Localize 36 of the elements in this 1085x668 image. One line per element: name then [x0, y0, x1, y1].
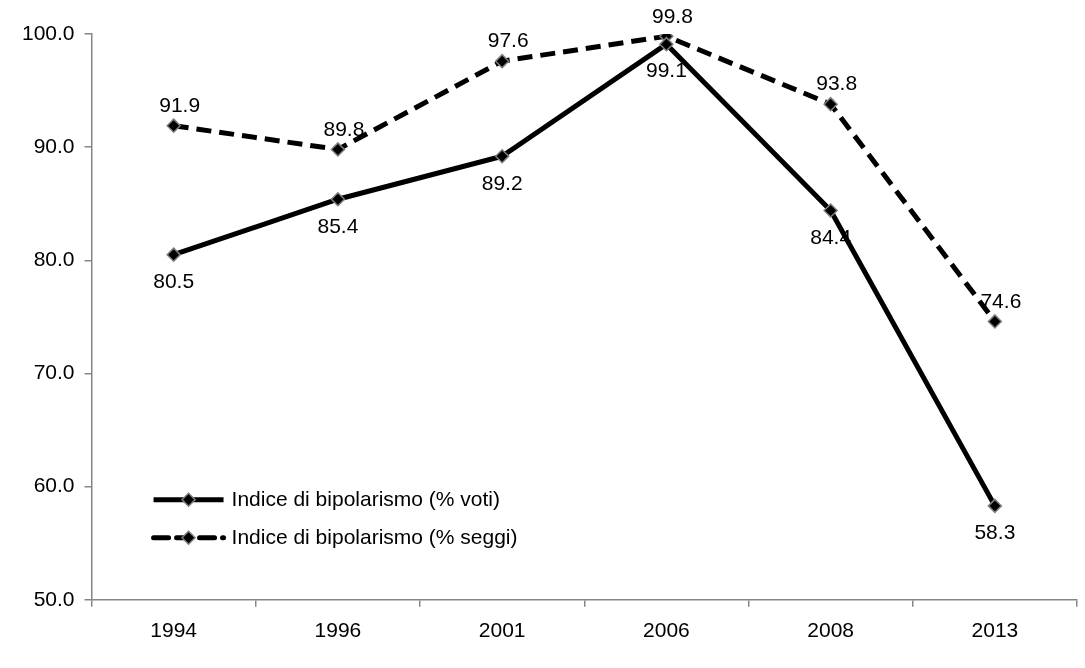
data-label: 97.6 — [487, 28, 529, 52]
data-label: 89.2 — [481, 170, 523, 194]
data-label: 91.9 — [159, 92, 201, 116]
x-tick-label: 1996 — [314, 618, 362, 642]
data-label: 74.6 — [980, 288, 1022, 312]
x-tick-label: 2008 — [807, 618, 854, 642]
point — [330, 142, 346, 157]
point — [823, 96, 838, 112]
x-tick-label: 2013 — [971, 618, 1019, 642]
y-tick-label: 70.0 — [33, 360, 75, 384]
data-label: 85.4 — [317, 213, 359, 237]
y-tick-label: 100.0 — [21, 20, 75, 44]
point — [823, 203, 838, 218]
y-tick-label: 80.0 — [33, 247, 75, 271]
x-tick-label: 2001 — [478, 618, 526, 642]
y-tick-label: 50.0 — [33, 586, 75, 610]
point — [166, 247, 181, 262]
y-tick-label: 60.0 — [33, 473, 75, 497]
y-tick-label: 90.0 — [33, 133, 75, 157]
point — [166, 118, 181, 133]
x-tick-label: 2006 — [643, 618, 690, 642]
data-label: 99.1 — [645, 58, 687, 82]
point — [659, 36, 674, 52]
data-label: 93.8 — [816, 71, 858, 95]
x-tick-label: 1994 — [150, 618, 198, 642]
legend-label: Indice di bipolarismo (% seggi) — [231, 524, 518, 548]
data-label: 99.8 — [651, 3, 693, 27]
point — [330, 191, 346, 207]
point — [494, 53, 510, 69]
point — [494, 148, 510, 164]
data-label: 80.5 — [153, 268, 195, 292]
data-label: 89.8 — [323, 116, 365, 140]
point — [987, 498, 1003, 514]
point — [987, 314, 1003, 329]
legend-label: Indice di bipolarismo (% voti) — [231, 486, 500, 510]
data-label: 58.3 — [974, 520, 1016, 544]
